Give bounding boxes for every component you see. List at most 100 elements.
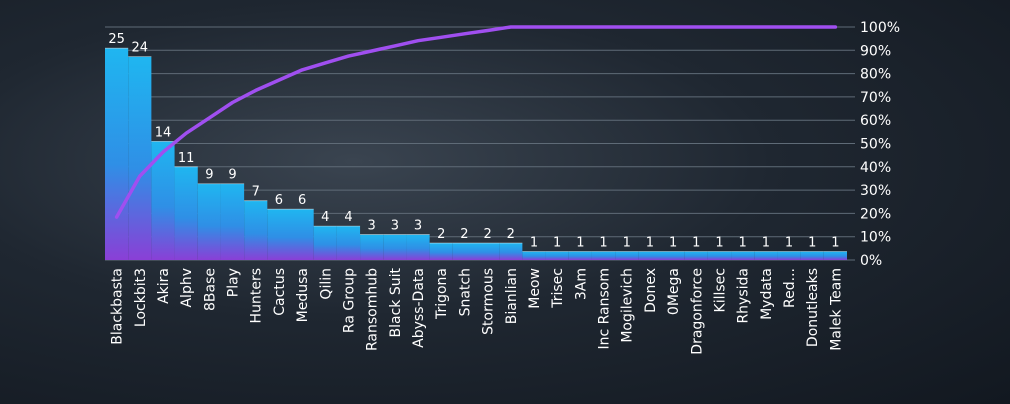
bar	[615, 251, 639, 260]
category-label: Play	[226, 268, 242, 297]
bar-data-label: 2	[437, 227, 445, 242]
category-label: Dragonforce	[689, 268, 705, 355]
category-label: Blackbasta	[110, 268, 126, 345]
bar-data-label: 1	[692, 236, 700, 251]
bar	[313, 226, 337, 260]
category-label: Red...	[782, 268, 798, 308]
bar-data-label: 11	[178, 151, 195, 166]
bar-data-label: 24	[132, 41, 149, 56]
category-label: Bianlian	[504, 268, 520, 324]
category-label: 8Base	[202, 268, 218, 311]
bar-data-label: 7	[252, 185, 260, 200]
bar-data-label: 9	[205, 168, 213, 183]
bar-data-label: 4	[344, 210, 352, 225]
bar-data-label: 2	[483, 227, 491, 242]
category-label: 0Mega	[666, 268, 682, 315]
bar-data-label: 3	[414, 219, 422, 234]
bar	[522, 251, 546, 260]
bar	[383, 234, 407, 260]
bar-series	[105, 47, 847, 261]
bar-data-label: 1	[669, 236, 677, 251]
y2-tick-label: 60%	[860, 113, 891, 129]
y2-tick-label: 0%	[860, 253, 882, 269]
bar	[244, 200, 268, 260]
category-label: Alphv	[179, 268, 195, 308]
bar	[151, 141, 175, 260]
category-label: Donex	[643, 268, 659, 313]
y2-tick-label: 100%	[860, 20, 900, 36]
y2-tick-label: 30%	[860, 183, 891, 199]
bar	[591, 251, 616, 260]
bar-data-label: 14	[155, 125, 172, 140]
bar	[545, 251, 569, 260]
bar	[707, 251, 732, 260]
bar-data-label: 6	[298, 193, 306, 208]
category-label: Rhysida	[736, 268, 752, 324]
bar-data-label: 3	[391, 219, 399, 234]
bar	[661, 251, 685, 260]
bar	[336, 226, 361, 260]
bar	[267, 209, 291, 260]
bar	[638, 251, 662, 260]
bar-data-label: 25	[108, 32, 125, 47]
bar-data-label: 1	[739, 236, 747, 251]
bar-data-label: 1	[762, 236, 770, 251]
category-label: Mogilevich	[620, 268, 636, 343]
category-label: Stormous	[481, 268, 497, 335]
bar-data-label: 1	[715, 236, 723, 251]
bar	[197, 183, 221, 260]
category-label: Ransomhub	[365, 268, 381, 351]
bar-data-label: 2	[507, 227, 515, 242]
y2-tick-label: 10%	[860, 230, 891, 246]
cumulative-percent-line	[114, 25, 838, 219]
category-label: Inc Ransom	[597, 268, 613, 350]
bar-data-label: 1	[808, 236, 816, 251]
bar-data-label: 1	[576, 236, 584, 251]
y2-tick-label: 20%	[860, 206, 891, 222]
category-label: Medusa	[295, 268, 311, 322]
bar	[568, 251, 592, 260]
bar-data-label: 1	[785, 236, 793, 251]
bar	[754, 251, 778, 260]
y2-tick-label: 90%	[860, 43, 891, 59]
bar-data-label: 1	[599, 236, 607, 251]
category-label: Killsec	[712, 268, 728, 312]
category-label: Abyss-Data	[411, 268, 427, 348]
category-label: Ra Group	[341, 268, 357, 333]
y2-tick-label: 40%	[860, 160, 891, 176]
bar	[360, 234, 384, 260]
category-label: Meow	[527, 268, 543, 309]
bar	[174, 166, 198, 260]
bar	[220, 183, 245, 260]
cumulative-line-series	[114, 25, 838, 219]
bar	[777, 251, 801, 260]
category-label: Hunters	[249, 268, 265, 323]
right-axis-ticks: 0% 10% 20% 30% 40% 50% 60% 70% 80% 90% 100%	[860, 20, 900, 269]
category-label: Qilin	[318, 268, 334, 300]
bar	[476, 243, 500, 260]
bar	[406, 234, 430, 260]
bar-data-label: 1	[623, 236, 631, 251]
y2-tick-label: 80%	[860, 67, 891, 83]
y2-tick-label: 50%	[860, 137, 891, 153]
bar	[823, 251, 847, 260]
bar-data-label: 4	[321, 210, 329, 225]
category-axis-labels: Blackbasta Lockbit3 Akira Alphv 8Base Play Hun…	[110, 267, 845, 354]
category-label: Black Suit	[388, 267, 404, 337]
category-label: 3Am	[573, 268, 589, 300]
category-label: Lockbit3	[133, 268, 149, 327]
bar	[128, 56, 152, 261]
bar-data-label: 1	[831, 236, 839, 251]
bar-data-label: 2	[460, 227, 468, 242]
bar	[105, 48, 129, 260]
bar-data-label: 3	[368, 219, 376, 234]
bar	[429, 243, 453, 260]
bar-data-label: 1	[553, 236, 561, 251]
category-label: Malek Team	[828, 268, 844, 351]
bar	[684, 251, 708, 260]
category-label: Donutleaks	[805, 268, 821, 347]
bar-data-label: 6	[275, 193, 283, 208]
bar	[452, 243, 476, 260]
bar	[800, 251, 824, 260]
